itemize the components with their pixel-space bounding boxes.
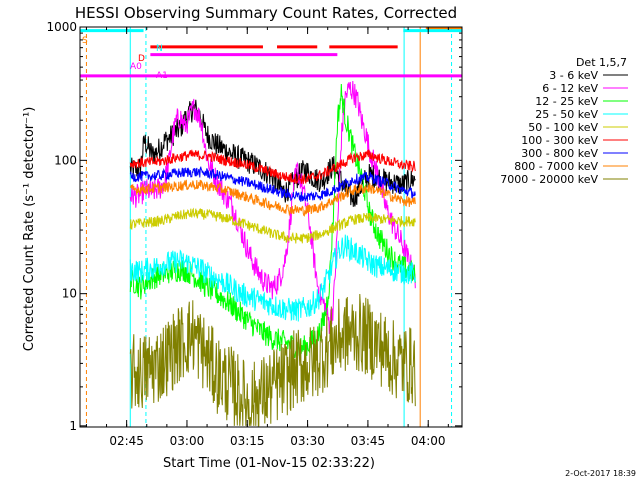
plot-frame xyxy=(79,26,463,428)
y-tick-label-1: 10 xyxy=(62,287,77,301)
legend-label-3: 25 - 50 keV xyxy=(535,108,598,121)
series-line-4 xyxy=(129,207,416,244)
series-line-5 xyxy=(129,148,416,185)
series-line-7 xyxy=(129,179,416,217)
flag-label-3: A0 xyxy=(130,62,142,72)
legend-label-5: 100 - 300 keV xyxy=(521,134,598,147)
series-line-2 xyxy=(129,83,416,359)
x-tick-label-5: 04:00 xyxy=(411,434,446,448)
legend-label-1: 6 - 12 keV xyxy=(542,82,598,95)
chart-title: HESSI Observing Summary Count Rates, Cor… xyxy=(75,4,457,22)
x-tick-label-4: 03:45 xyxy=(351,434,386,448)
series-line-1 xyxy=(129,80,416,334)
legend-label-2: 12 - 25 keV xyxy=(535,95,598,108)
legend-label-6: 300 - 800 keV xyxy=(521,147,598,160)
y-tick-label-2: 100 xyxy=(54,153,77,167)
flag-label-0: S xyxy=(82,36,88,46)
series-line-3 xyxy=(129,234,416,322)
y-tick-label-3: 1000 xyxy=(46,20,77,34)
y-axis-label: Corrected Count Rate (s⁻¹ detector⁻¹) xyxy=(22,107,37,352)
x-tick-label-3: 03:30 xyxy=(290,434,325,448)
legend-label-0: 3 - 6 keV xyxy=(549,69,598,82)
legend-label-4: 50 - 100 keV xyxy=(528,121,598,134)
series-line-0 xyxy=(129,99,416,207)
series-line-6 xyxy=(129,166,416,202)
axes: 1 10 100 1000 02:45 03:00 03:15 03:30 03:45 04:00 xyxy=(46,20,463,448)
footer-date: 2-Oct-2017 18:39 xyxy=(565,469,636,478)
plot-area: S N DA0 A1 xyxy=(80,27,462,427)
plot-inner xyxy=(80,27,462,427)
flag-label-2: D xyxy=(138,54,145,64)
legend-title: Det 1,5,7 xyxy=(576,56,627,69)
flag-label-4: A1 xyxy=(156,71,168,81)
legend-label-8: 7000 - 20000 keV xyxy=(500,173,598,186)
flag-label-1: N xyxy=(156,44,163,54)
x-axis-label: Start Time (01-Nov-15 02:33:22) xyxy=(163,456,375,471)
x-tick-label-2: 03:15 xyxy=(230,434,265,448)
x-tick-label-0: 02:45 xyxy=(109,434,144,448)
legend-label-7: 800 - 7000 keV xyxy=(514,160,598,173)
y-tick-label-0: 1 xyxy=(69,419,77,433)
series-line-8 xyxy=(129,293,416,427)
x-tick-label-1: 03:00 xyxy=(170,434,205,448)
